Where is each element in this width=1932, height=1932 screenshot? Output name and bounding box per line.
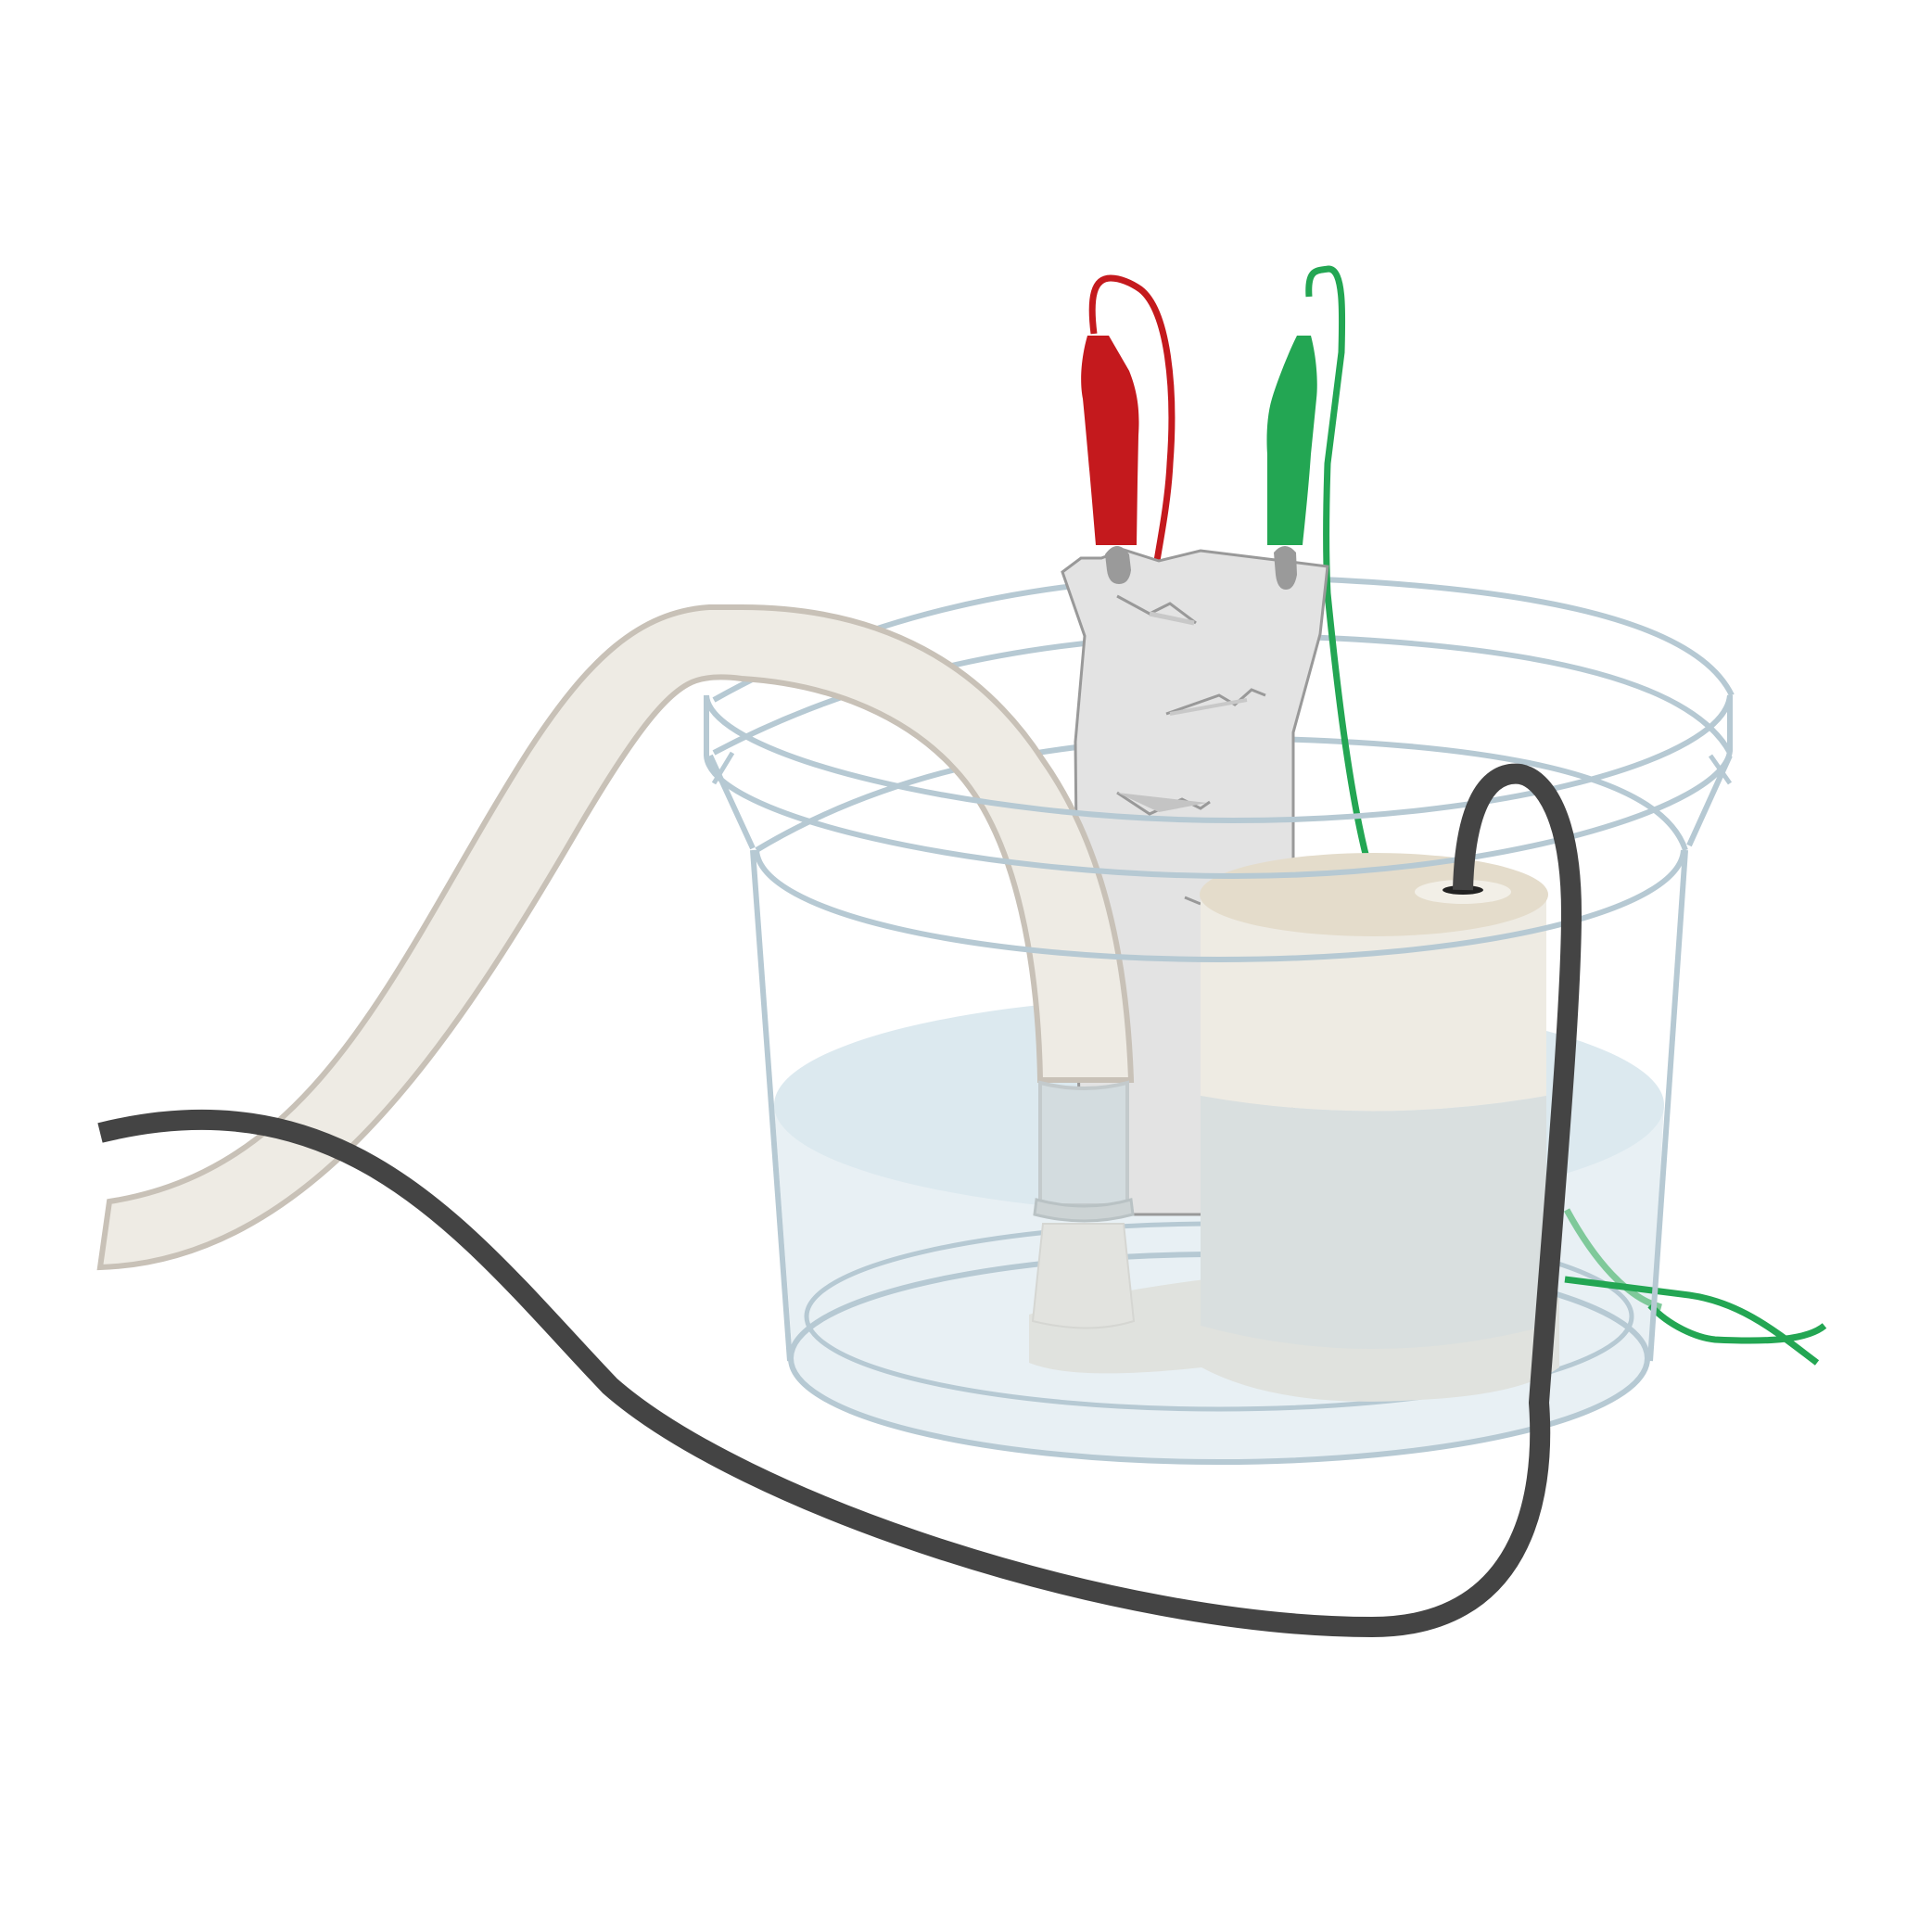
power-cord-cable xyxy=(97,763,1582,1637)
outlet-hose xyxy=(96,604,1135,1271)
green-wire-outside xyxy=(1564,1276,1820,1366)
bucket-rim-top-front xyxy=(704,694,1733,880)
power-cord xyxy=(97,763,1582,1637)
bucket-strap-right-x xyxy=(1708,754,1733,785)
hose-outer xyxy=(96,604,1135,1271)
submersible-pump xyxy=(1029,853,1559,1402)
bucket-wall-right xyxy=(1647,849,1688,1362)
green-alligator-clip xyxy=(1266,265,1827,1366)
hose-coupling xyxy=(1033,1198,1135,1223)
hose-submerged xyxy=(1038,1080,1129,1207)
red-clip-jaw xyxy=(1081,336,1139,545)
bucket-front xyxy=(704,694,1733,1362)
green-wire-submerged xyxy=(1563,1208,1662,1311)
bucket-wall-left xyxy=(750,849,793,1362)
green-wire xyxy=(1305,265,1374,872)
plate-mark xyxy=(1169,698,1248,716)
plate-mark xyxy=(1165,688,1266,716)
plate-mark xyxy=(1117,793,1207,812)
bucket-strap-right xyxy=(1686,754,1733,847)
green-wire-outside-loop xyxy=(1647,1303,1827,1344)
bucket-strap-left xyxy=(707,754,756,850)
plate-mark xyxy=(1116,594,1197,625)
red-wire xyxy=(1088,274,1176,562)
red-alligator-clip xyxy=(1081,274,1176,562)
bucket-rim-lower-front xyxy=(754,849,1686,963)
pump-body-lower xyxy=(1201,1096,1546,1349)
plate-mark xyxy=(1149,611,1195,626)
plate-mark xyxy=(1184,896,1201,906)
red-clip-contact xyxy=(1105,546,1131,584)
green-clip-jaw xyxy=(1266,336,1317,545)
pump-outlet-nozzle xyxy=(1031,1223,1136,1329)
plate-mark xyxy=(1116,791,1211,816)
green-clip-contact xyxy=(1274,546,1297,590)
bucket-strap-left-x xyxy=(711,751,735,785)
